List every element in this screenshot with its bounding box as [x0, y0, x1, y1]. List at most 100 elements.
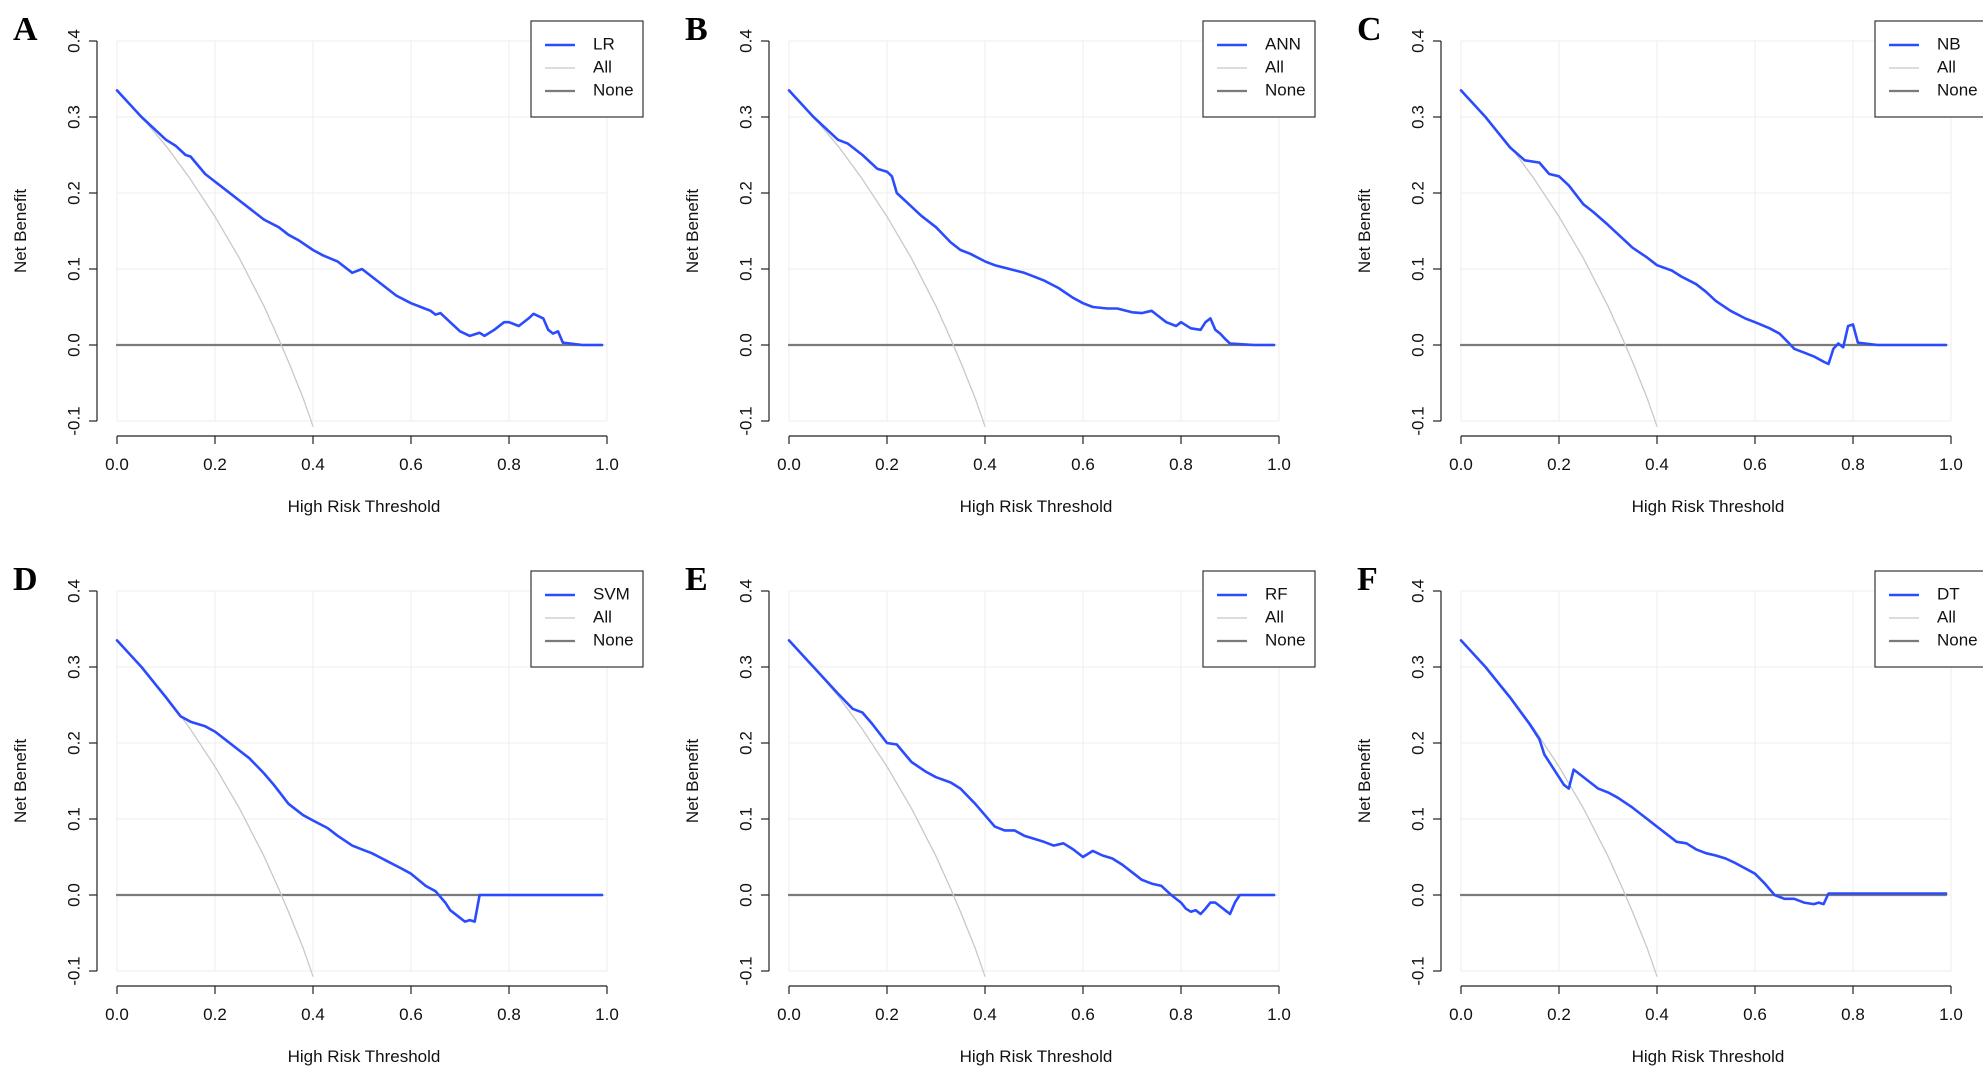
panel-letter: F	[1357, 561, 1378, 598]
panel-letter: B	[685, 11, 708, 48]
legend-label: None	[593, 630, 634, 649]
y-tick-label: -0.1	[1408, 956, 1427, 985]
x-tick-label: 0.0	[1449, 1005, 1473, 1024]
series-line-svm	[115, 639, 604, 923]
legend-label: All	[593, 57, 612, 76]
legend: NB All None	[1874, 20, 1983, 118]
x-axis-label: High Risk Threshold	[1632, 497, 1785, 516]
y-tick-label: 0.0	[64, 333, 83, 357]
y-tick-label: 0.2	[64, 181, 83, 205]
x-tick-label: 0.4	[301, 1005, 325, 1024]
y-tick-label: 0.2	[1408, 731, 1427, 755]
x-tick-label: 0.4	[973, 1005, 997, 1024]
legend-box	[1202, 20, 1316, 118]
panel-letter: C	[1357, 11, 1382, 48]
x-tick-label: 0.0	[1449, 455, 1473, 474]
x-tick-label: 0.4	[1645, 455, 1669, 474]
x-axis-label: High Risk Threshold	[960, 1047, 1113, 1066]
y-tick-label: 0.0	[736, 883, 755, 907]
x-tick-label: 0.8	[1169, 455, 1193, 474]
legend-label: All	[1937, 57, 1956, 76]
legend-label: None	[1265, 630, 1306, 649]
y-axis-label: Net Benefit	[11, 189, 30, 273]
legend-label: SVM	[593, 584, 630, 603]
legend-label: None	[1265, 80, 1306, 99]
y-tick-label: 0.3	[1408, 655, 1427, 679]
x-tick-label: 0.8	[1841, 1005, 1865, 1024]
legend-label: All	[593, 607, 612, 626]
x-tick-label: 0.0	[777, 1005, 801, 1024]
panel-b: B -0.1 0.0 0.1 0.2 0.3 0.4 0.0 0.2 0.4 0.6 0.8 1.0 Hi…	[683, 11, 1316, 516]
legend-label: None	[1937, 80, 1978, 99]
x-tick-label: 0.6	[1071, 1005, 1095, 1024]
x-tick-label: 0.2	[1547, 455, 1571, 474]
legend-label: All	[1265, 607, 1284, 626]
x-tick-label: 1.0	[1267, 1005, 1291, 1024]
y-tick-label: 0.4	[1408, 29, 1427, 53]
series-line-ann	[787, 89, 1276, 347]
y-tick-label: -0.1	[736, 956, 755, 985]
x-tick-label: 0.2	[875, 1005, 899, 1024]
x-tick-label: 1.0	[595, 1005, 619, 1024]
series-line-rf	[787, 639, 1276, 916]
y-tick-label: 0.2	[736, 181, 755, 205]
legend: DT All None	[1874, 570, 1983, 668]
panel-letter: D	[13, 561, 38, 598]
x-tick-label: 0.4	[973, 455, 997, 474]
panel-f: F -0.1 0.0 0.1 0.2 0.3 0.4 0.0 0.2 0.4 0.6 0.8 1.0 Hi…	[1355, 561, 1983, 1066]
x-tick-label: 0.6	[1743, 455, 1767, 474]
legend-box	[1874, 20, 1983, 118]
y-tick-label: -0.1	[1408, 406, 1427, 435]
x-axis-label: High Risk Threshold	[1632, 1047, 1785, 1066]
y-tick-label: 0.4	[736, 29, 755, 53]
panel-c: C -0.1 0.0 0.1 0.2 0.3 0.4 0.0 0.2 0.4 0.6 0.8 1.0 Hi…	[1355, 11, 1983, 516]
y-tick-label: 0.0	[1408, 333, 1427, 357]
x-tick-label: 1.0	[1267, 455, 1291, 474]
y-tick-label: 0.4	[1408, 579, 1427, 603]
y-tick-label: 0.4	[64, 29, 83, 53]
series-line-all	[116, 89, 314, 427]
x-tick-label: 0.8	[497, 1005, 521, 1024]
legend-label: None	[593, 80, 634, 99]
x-axis-label: High Risk Threshold	[960, 497, 1113, 516]
legend-box	[1202, 570, 1316, 668]
x-tick-label: 0.0	[105, 1005, 129, 1024]
legend: SVM All None	[530, 570, 644, 668]
panel-d: D -0.1 0.0 0.1 0.2 0.3 0.4 0.0 0.2 0.4 0.6 0.8 1.0 Hi…	[11, 561, 644, 1066]
x-axis-label: High Risk Threshold	[288, 497, 441, 516]
y-tick-label: 0.4	[736, 579, 755, 603]
y-tick-label: 0.2	[1408, 181, 1427, 205]
legend-box	[1874, 570, 1983, 668]
legend-box	[530, 20, 644, 118]
y-tick-label: 0.2	[64, 731, 83, 755]
x-tick-label: 0.6	[1071, 455, 1095, 474]
x-tick-label: 1.0	[1939, 455, 1963, 474]
y-tick-label: 0.1	[64, 257, 83, 281]
legend: ANN All None	[1202, 20, 1316, 118]
series-line-lr	[115, 89, 604, 347]
legend: LR All None	[530, 20, 644, 118]
y-axis-label: Net Benefit	[683, 739, 702, 823]
x-tick-label: 0.8	[1169, 1005, 1193, 1024]
y-tick-label: 0.3	[64, 655, 83, 679]
legend-label: All	[1265, 57, 1284, 76]
x-tick-label: 0.0	[777, 455, 801, 474]
y-axis-label: Net Benefit	[1355, 189, 1374, 273]
legend-label: ANN	[1265, 34, 1301, 53]
x-tick-label: 0.2	[1547, 1005, 1571, 1024]
y-tick-label: 0.0	[736, 333, 755, 357]
panel-letter: E	[685, 561, 708, 598]
legend-label: None	[1937, 630, 1978, 649]
y-tick-label: 0.3	[1408, 105, 1427, 129]
y-tick-label: -0.1	[736, 406, 755, 435]
panel-a: A -0.1 0.0 0.1 0.2 0.3 0.4 0.0 0.2 0.4 0.6 0.8 1.0 Hi…	[11, 11, 644, 516]
x-tick-label: 1.0	[1939, 1005, 1963, 1024]
y-tick-label: 0.1	[736, 807, 755, 831]
series-line-dt	[1459, 639, 1948, 906]
y-tick-label: 0.2	[736, 731, 755, 755]
panel-e: E -0.1 0.0 0.1 0.2 0.3 0.4 0.0 0.2 0.4 0.6 0.8 1.0 Hi…	[683, 561, 1316, 1066]
legend-label: DT	[1937, 584, 1960, 603]
x-tick-label: 0.6	[1743, 1005, 1767, 1024]
legend-label: LR	[593, 34, 615, 53]
